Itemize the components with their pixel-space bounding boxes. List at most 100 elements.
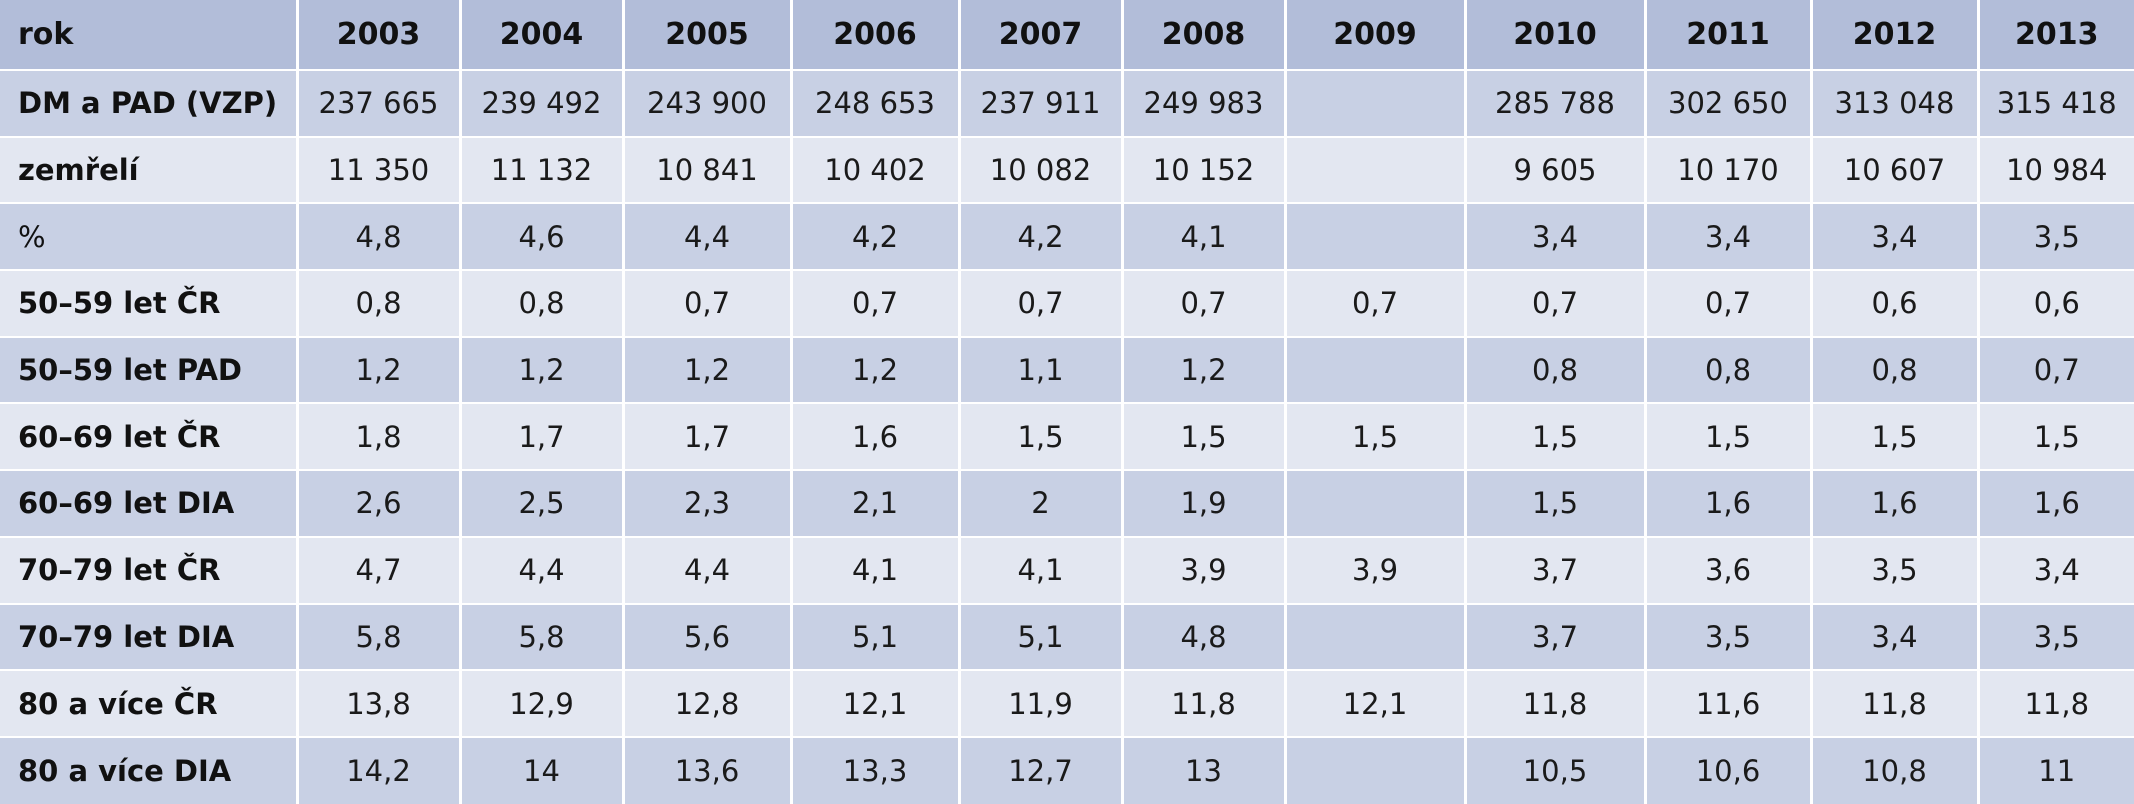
table-cell: 3,4 bbox=[1645, 202, 1813, 271]
table-cell: 10 607 bbox=[1811, 135, 1980, 204]
table-cell: 4,4 bbox=[623, 202, 793, 271]
table-row: 70–79 let DIA 5,8 5,8 5,6 5,1 5,1 4,8 3,7 3,5 3,4… bbox=[0, 602, 2134, 671]
table-cell: 1,5 bbox=[1285, 402, 1467, 471]
table-body: DM a PAD (VZP) 237 665 239 492 243 900 248 6… bbox=[0, 69, 2134, 804]
table-cell: 0,7 bbox=[1285, 269, 1467, 337]
table-cell: 1,1 bbox=[959, 335, 1124, 404]
table-cell: 0,7 bbox=[791, 269, 961, 337]
table-row: % 4,8 4,6 4,4 4,2 4,2 4,1 3,4 3,4 3,4 3,5 bbox=[0, 202, 2134, 271]
row-label: zemřelí bbox=[0, 135, 299, 204]
table-cell: 0,7 bbox=[1465, 269, 1647, 337]
table-cell: 3,4 bbox=[1811, 202, 1980, 271]
table-cell: 5,1 bbox=[791, 602, 961, 671]
table-cell: 10 152 bbox=[1122, 135, 1287, 204]
table-cell: 1,7 bbox=[460, 402, 625, 471]
table-cell: 0,8 bbox=[1465, 335, 1647, 404]
table-cell: 10,5 bbox=[1465, 735, 1647, 804]
table-row: 50–59 let PAD 1,2 1,2 1,2 1,2 1,1 1,2 0,8 0,8 0,8… bbox=[0, 335, 2134, 404]
table-cell: 5,6 bbox=[623, 602, 793, 671]
table-cell: 4,4 bbox=[623, 535, 793, 604]
table-cell bbox=[1285, 602, 1467, 671]
table-cell: 5,8 bbox=[297, 602, 462, 671]
header-cell: rok bbox=[0, 0, 299, 70]
table-cell: 237 665 bbox=[297, 69, 462, 137]
row-label: 80 a více DIA bbox=[0, 735, 299, 804]
table-row: 70–79 let ČR 4,7 4,4 4,4 4,1 4,1 3,9 3,9 3,7 3,6 3… bbox=[0, 535, 2134, 604]
table-cell: 5,8 bbox=[460, 602, 625, 671]
header-cell: 2003 bbox=[297, 0, 462, 70]
table-cell: 0,7 bbox=[959, 269, 1124, 337]
table-cell: 2 bbox=[959, 469, 1124, 537]
row-label: 60–69 let DIA bbox=[0, 469, 299, 537]
header-cell: 2012 bbox=[1811, 0, 1980, 70]
table-cell: 4,1 bbox=[959, 535, 1124, 604]
table-cell: 13,6 bbox=[623, 735, 793, 804]
table-cell: 1,7 bbox=[623, 402, 793, 471]
table-cell: 4,1 bbox=[1122, 202, 1287, 271]
header-cell: 2008 bbox=[1122, 0, 1287, 70]
table-row: zemřelí 11 350 11 132 10 841 10 402 10 082 10 … bbox=[0, 135, 2134, 204]
row-label: 50–59 let ČR bbox=[0, 269, 299, 337]
header-cell: 2005 bbox=[623, 0, 793, 70]
table-cell: 1,5 bbox=[959, 402, 1124, 471]
table-cell: 243 900 bbox=[623, 69, 793, 137]
table-cell: 4,6 bbox=[460, 202, 625, 271]
table-cell: 1,5 bbox=[1978, 402, 2134, 471]
table-cell: 10 402 bbox=[791, 135, 961, 204]
table-row: 80 a více DIA 14,2 14 13,6 13,3 12,7 13 10,5 10,… bbox=[0, 735, 2134, 804]
header-cell: 2004 bbox=[460, 0, 625, 70]
table-cell: 10,8 bbox=[1811, 735, 1980, 804]
table-cell: 1,5 bbox=[1122, 402, 1287, 471]
table-cell: 3,5 bbox=[1811, 535, 1980, 604]
table-cell: 302 650 bbox=[1645, 69, 1813, 137]
table-cell: 3,6 bbox=[1645, 535, 1813, 604]
table-cell: 13 bbox=[1122, 735, 1287, 804]
table-cell: 11,8 bbox=[1811, 669, 1980, 737]
table-cell: 2,6 bbox=[297, 469, 462, 537]
table-cell: 0,7 bbox=[623, 269, 793, 337]
table-cell: 1,6 bbox=[1811, 469, 1980, 537]
header-cell: 2006 bbox=[791, 0, 961, 70]
table-cell: 0,7 bbox=[1122, 269, 1287, 337]
table-cell bbox=[1285, 335, 1467, 404]
header-cell: 2013 bbox=[2015, 17, 2099, 52]
row-label: 70–79 let ČR bbox=[0, 535, 299, 604]
table-cell: 2,5 bbox=[460, 469, 625, 537]
table-cell: 11,6 bbox=[1645, 669, 1813, 737]
table-cell: 1,6 bbox=[1978, 469, 2134, 537]
table-cell: 0,6 bbox=[1978, 269, 2134, 337]
row-label: 60–69 let ČR bbox=[0, 402, 299, 471]
table-cell: 1,5 bbox=[1465, 402, 1647, 471]
table-cell: 13,3 bbox=[791, 735, 961, 804]
table-cell: 4,8 bbox=[297, 202, 462, 271]
table-row: 80 a více ČR 13,8 12,9 12,8 12,1 11,9 11,8 12,1… bbox=[0, 669, 2134, 737]
header-cell: 2011 bbox=[1645, 0, 1813, 70]
table-cell: 9 605 bbox=[1465, 135, 1647, 204]
table-cell bbox=[1285, 135, 1467, 204]
table-cell: 1,5 bbox=[1645, 402, 1813, 471]
table-cell: 1,6 bbox=[791, 402, 961, 471]
table-cell: 3,9 bbox=[1285, 535, 1467, 604]
table-cell: 3,5 bbox=[1978, 602, 2134, 671]
header-cell: 2010 bbox=[1465, 0, 1647, 70]
table-cell: 12,1 bbox=[1285, 669, 1467, 737]
row-label: % bbox=[0, 202, 299, 271]
table-cell: 11 bbox=[1978, 735, 2134, 804]
table-cell: 1,2 bbox=[1122, 335, 1287, 404]
table-cell: 12,8 bbox=[623, 669, 793, 737]
table-row: DM a PAD (VZP) 237 665 239 492 243 900 248 6… bbox=[0, 69, 2134, 137]
table-cell: 2,3 bbox=[623, 469, 793, 537]
table-cell: 1,6 bbox=[1645, 469, 1813, 537]
table-cell: 1,9 bbox=[1122, 469, 1287, 537]
table-cell: 239 492 bbox=[460, 69, 625, 137]
table-cell: 4,4 bbox=[460, 535, 625, 604]
row-label: 70–79 let DIA bbox=[0, 602, 299, 671]
table-cell: 313 048 bbox=[1811, 69, 1980, 137]
table-cell: 5,1 bbox=[959, 602, 1124, 671]
row-label: DM a PAD (VZP) bbox=[0, 69, 299, 137]
table-cell: 0,7 bbox=[1645, 269, 1813, 337]
table-cell: 3,9 bbox=[1122, 535, 1287, 604]
table-cell bbox=[1285, 202, 1467, 271]
table-cell: 248 653 bbox=[791, 69, 961, 137]
table-cell: 0,6 bbox=[1811, 269, 1980, 337]
